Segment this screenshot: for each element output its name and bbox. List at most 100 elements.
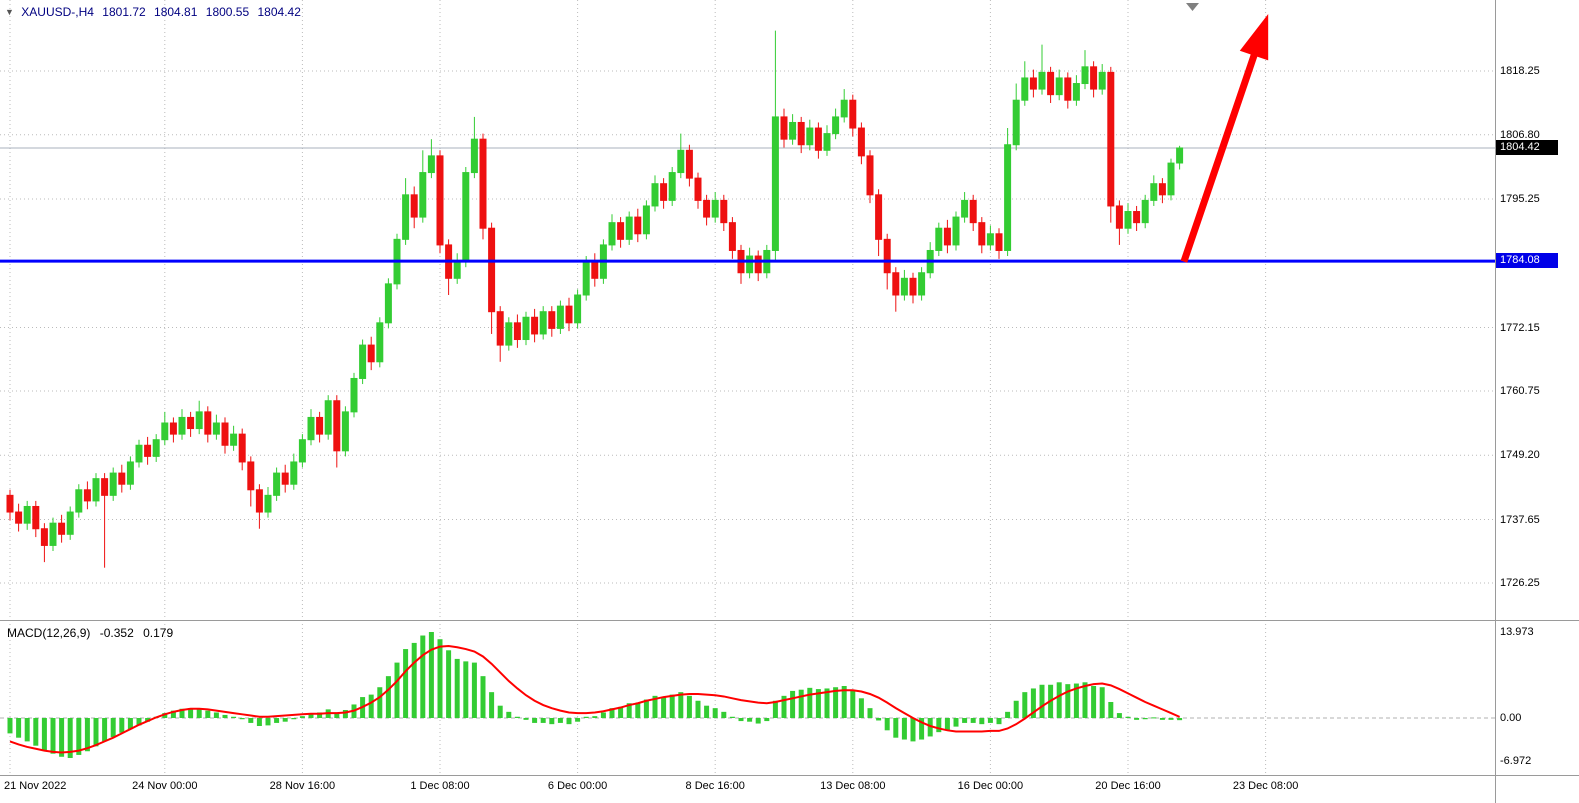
candle-body xyxy=(556,305,564,329)
macd-histogram-bar xyxy=(1030,688,1036,718)
macd-histogram-bar xyxy=(334,712,340,718)
candle-body xyxy=(651,183,659,207)
candle-body xyxy=(995,233,1003,251)
price-tick-label: 1818.25 xyxy=(1500,65,1540,77)
date-label: 23 Dec 08:00 xyxy=(1232,780,1299,792)
candle-body xyxy=(1012,99,1020,146)
macd-histogram-bar xyxy=(1099,687,1105,718)
candles-layer xyxy=(6,30,1184,568)
macd-histogram-bar xyxy=(231,716,237,718)
quick-trade-toggle-icon[interactable]: ▼ xyxy=(5,7,14,17)
macd-histogram-bar xyxy=(110,718,116,738)
macd-histogram-bar xyxy=(196,708,202,718)
macd-histogram-bar xyxy=(1177,718,1183,721)
candle-body xyxy=(1029,77,1037,90)
macd-signal-value: 0.179 xyxy=(143,626,174,640)
candle-body xyxy=(453,261,461,279)
macd-name: MACD(12,26,9) xyxy=(7,626,91,640)
time-axis[interactable]: 21 Nov 2022 24 Nov 00:00 28 Nov 16:00 1 Dec… xyxy=(0,777,1495,803)
macd-histogram-bar xyxy=(1134,718,1140,720)
candle-body xyxy=(212,422,220,435)
macd-histogram-bar xyxy=(1168,718,1174,720)
macd-histogram-bar xyxy=(583,716,589,718)
macd-histogram-bar xyxy=(213,712,219,718)
candle-body xyxy=(1004,144,1012,251)
macd-histogram-bar xyxy=(411,642,417,718)
macd-histogram-bar xyxy=(299,716,305,718)
candle-body xyxy=(1055,77,1063,96)
macd-tick-label: -6.972 xyxy=(1500,754,1532,767)
candle-body xyxy=(230,433,238,446)
candle-body xyxy=(118,472,126,485)
candle-body xyxy=(780,116,788,140)
candle-body xyxy=(857,127,865,157)
candle-body xyxy=(909,277,917,296)
candle-body xyxy=(66,511,74,535)
macd-histogram-bar xyxy=(712,708,718,718)
candle-body xyxy=(316,416,324,435)
trend-arrow-object[interactable] xyxy=(1180,14,1269,263)
candle-body xyxy=(359,344,367,379)
candle-body xyxy=(75,489,83,513)
candle-body xyxy=(152,439,160,457)
macd-histogram-bar xyxy=(1022,692,1028,718)
macd-histogram-bar xyxy=(179,708,185,718)
macd-histogram-bar xyxy=(76,718,82,755)
candle-body xyxy=(488,227,496,313)
chart-shift-marker-icon[interactable] xyxy=(1186,3,1199,11)
candle-body xyxy=(1158,183,1166,196)
candle-body xyxy=(1072,83,1080,101)
macd-histogram-bar xyxy=(987,718,993,723)
price-tick-label: 1726.25 xyxy=(1500,576,1540,589)
macd-histogram-bar xyxy=(377,687,383,718)
macd-histogram-bar xyxy=(944,718,950,731)
macd-histogram-bar xyxy=(239,718,245,720)
macd-histogram-bar xyxy=(592,716,598,718)
macd-layer xyxy=(7,631,1183,759)
candle-body xyxy=(273,472,281,496)
candle-body xyxy=(565,305,573,324)
price-tick-label: 1795.25 xyxy=(1500,192,1540,205)
macd-histogram-bar xyxy=(919,718,925,740)
candle-body xyxy=(789,121,797,140)
candle-body xyxy=(238,433,246,463)
macd-histogram-bar xyxy=(342,709,348,718)
macd-histogram-bar xyxy=(368,694,374,718)
candle-body xyxy=(376,322,384,363)
candle-body xyxy=(1021,77,1029,101)
candle-body xyxy=(943,227,951,246)
macd-histogram-bar xyxy=(1005,711,1011,718)
macd-histogram-bar xyxy=(308,713,314,718)
macd-histogram-bar xyxy=(127,718,133,730)
candle-body xyxy=(513,322,521,341)
hline-price-badge: 1784.08 xyxy=(1496,253,1558,269)
macd-histogram-bar xyxy=(996,718,1002,725)
candle-body xyxy=(1167,162,1175,196)
macd-histogram-bar xyxy=(721,711,727,718)
quote-low: 1800.55 xyxy=(205,5,250,19)
macd-main-value: -0.352 xyxy=(99,626,134,640)
macd-histogram-bar xyxy=(428,631,434,718)
macd-histogram-bar xyxy=(7,718,13,734)
candle-body xyxy=(694,177,702,201)
macd-histogram-bar xyxy=(841,685,847,718)
macd-histogram-bar xyxy=(282,718,288,722)
macd-histogram-bar xyxy=(557,718,563,723)
macd-histogram-bar xyxy=(884,718,890,731)
macd-histogram-bar xyxy=(1108,701,1114,718)
macd-histogram-bar xyxy=(824,688,830,718)
macd-histogram-bar xyxy=(1013,700,1019,718)
candle-body xyxy=(221,422,229,446)
macd-histogram-bar xyxy=(454,658,460,718)
candle-body xyxy=(1115,205,1123,229)
macd-histogram-bar xyxy=(188,708,194,718)
macd-histogram-bar xyxy=(738,718,744,722)
candle-body xyxy=(324,400,332,435)
macd-histogram-bar xyxy=(953,718,959,727)
macd-histogram-bar xyxy=(618,706,624,718)
macd-histogram-bar xyxy=(437,639,443,718)
macd-histogram-bar xyxy=(549,718,555,725)
price-axis[interactable]: 1818.25 1806.80 1795.25 1772.15 1760.75 1749.… xyxy=(1497,0,1579,803)
